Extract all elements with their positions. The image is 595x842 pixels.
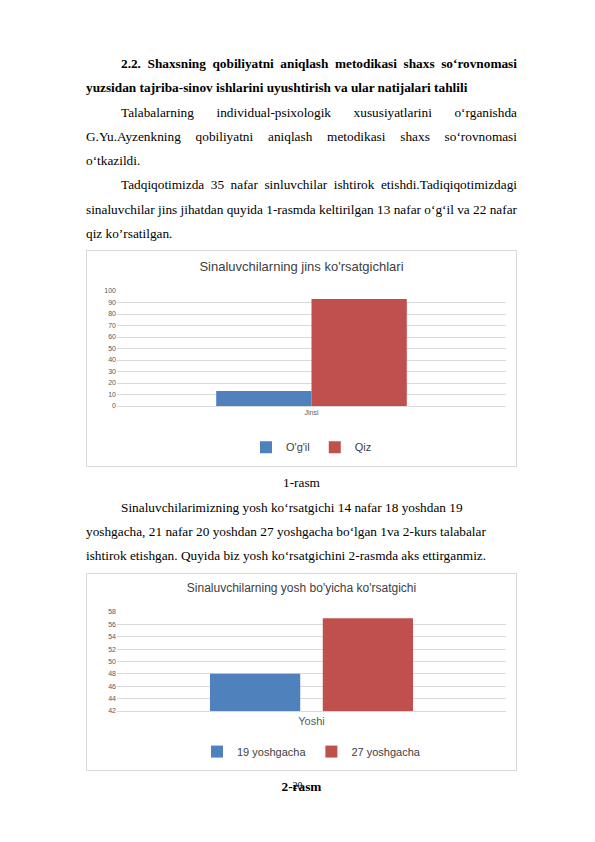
svg-text:70: 70	[108, 322, 116, 329]
svg-text:50: 50	[108, 657, 116, 664]
svg-text:O'g'il: O'g'il	[286, 442, 310, 454]
svg-text:46: 46	[108, 682, 116, 689]
svg-text:90: 90	[108, 299, 116, 306]
svg-text:48: 48	[108, 670, 116, 677]
svg-text:10: 10	[108, 391, 116, 398]
html-text:Talabalarning individual-psixo: Talabalarning individual-psixologik xusu…	[86, 104, 517, 169]
svg-text:42: 42	[108, 707, 116, 714]
svg-text:19 yoshgacha: 19 yoshgacha	[237, 745, 306, 757]
svg-text:56: 56	[108, 620, 116, 627]
svg-text:60: 60	[108, 334, 116, 341]
svg-text:27 yoshgacha: 27 yoshgacha	[351, 745, 420, 757]
svg-text:20: 20	[108, 380, 116, 387]
svg-text:Qiz: Qiz	[355, 442, 372, 454]
svg-text:100: 100	[104, 288, 116, 295]
html-text:20: 20	[292, 780, 303, 791]
svg-text:Sinaluvchilarning yosh bo'yich: Sinaluvchilarning yosh bo'yicha ko'rsatg…	[187, 581, 416, 595]
html-text:2.2. Shaxsning qobiliyatni ani: 2.2. Shaxsning qobiliyatni aniqlash meto…	[86, 56, 517, 96]
svg-text:30: 30	[108, 368, 116, 375]
svg-text:0: 0	[112, 403, 116, 410]
html-text:2-rasm: 2-rasm	[281, 778, 322, 794]
svg-text:Jinsi: Jinsi	[304, 410, 318, 417]
svg-text:54: 54	[108, 633, 116, 640]
svg-text:Yoshi: Yoshi	[298, 715, 325, 727]
svg-text:58: 58	[108, 608, 116, 615]
svg-text:Sinaluvchilarning jins ko'rsat: Sinaluvchilarning jins ko'rsatgichlari	[199, 259, 403, 274]
svg-text:44: 44	[108, 695, 116, 702]
html-text:Sinaluvchilarimizning yosh ko‘: Sinaluvchilarimizning yosh ko‘rsatgichi …	[86, 499, 487, 564]
svg-text:52: 52	[108, 645, 116, 652]
svg-text:80: 80	[108, 311, 116, 318]
svg-text:40: 40	[108, 357, 116, 364]
svg-text:50: 50	[108, 345, 116, 352]
html-text:Tadqiqotimizda 35 nafar sinluv: Tadqiqotimizda 35 nafar sinluvchilar ish…	[86, 177, 517, 242]
html-text:1-rasm: 1-rasm	[283, 475, 320, 491]
